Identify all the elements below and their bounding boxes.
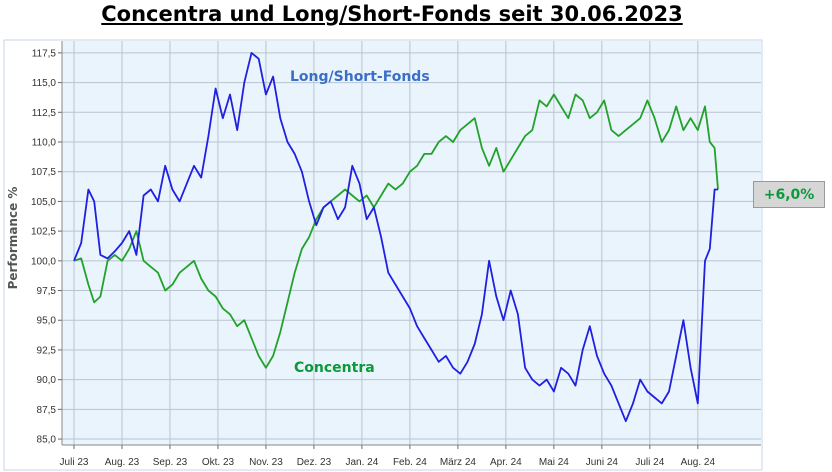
- x-tick-label: Nov. 23: [249, 457, 283, 468]
- chart-title: Concentra und Long/Short-Fonds seit 30.0…: [101, 2, 683, 26]
- y-tick-label: 95,0: [37, 316, 57, 327]
- x-tick-label: Aug. 23: [105, 457, 140, 468]
- series-line-concentra: [73, 93, 719, 369]
- y-tick-label: 102,5: [31, 227, 56, 238]
- performance-badge: +6,0%: [753, 181, 825, 208]
- x-tick-label: Apr. 24: [490, 457, 522, 468]
- y-tick-label: 107,5: [31, 167, 56, 178]
- y-tick-label: 105,0: [31, 197, 56, 208]
- series-label-long-short: Long/Short-Fonds: [290, 69, 430, 85]
- y-tick-label: 112,5: [32, 108, 57, 119]
- x-tick-label: Mai 24: [539, 457, 569, 468]
- y-tick-label: 100,0: [31, 256, 56, 267]
- y-tick-label: 115,0: [32, 78, 57, 89]
- x-tick-label: März 24: [440, 457, 477, 468]
- y-tick-label: 117,5: [32, 48, 57, 59]
- y-tick-label: 97,5: [37, 286, 57, 297]
- x-tick-label: Feb. 24: [393, 457, 427, 468]
- x-axis-ticks: Juli 23 Aug. 23 Sep. 23 Okt. 23 Nov. 23 Dez. …: [60, 444, 761, 468]
- y-tick-label: 90,0: [37, 375, 57, 386]
- series-line-long-short-fonds: [73, 52, 718, 423]
- y-tick-label: 110,0: [32, 138, 57, 149]
- series-lines: [73, 52, 719, 423]
- plot-area: [62, 41, 761, 445]
- x-tick-label: Dez. 23: [297, 457, 332, 468]
- y-tick-label: 92,5: [37, 345, 57, 356]
- x-tick-label: Juli 23: [60, 457, 89, 468]
- x-tick-label: Sep. 23: [153, 457, 188, 468]
- x-tick-label: Juni 24: [586, 457, 619, 468]
- y-tick-label: 87,5: [37, 405, 57, 416]
- x-tick-label: Okt. 23: [202, 457, 235, 468]
- y-axis-ticks: 85,0 87,5 90,0 92,5 95,0 97,5 100,0 102,5 105,0 1…: [31, 41, 63, 446]
- x-tick-label: Jan. 24: [346, 457, 379, 468]
- y-axis-label: Performance %: [6, 187, 20, 290]
- x-tick-label: Aug. 24: [681, 457, 716, 468]
- y-tick-label: 85,0: [37, 435, 57, 446]
- series-label-concentra: Concentra: [294, 360, 375, 376]
- x-tick-label: Juli 24: [635, 457, 664, 468]
